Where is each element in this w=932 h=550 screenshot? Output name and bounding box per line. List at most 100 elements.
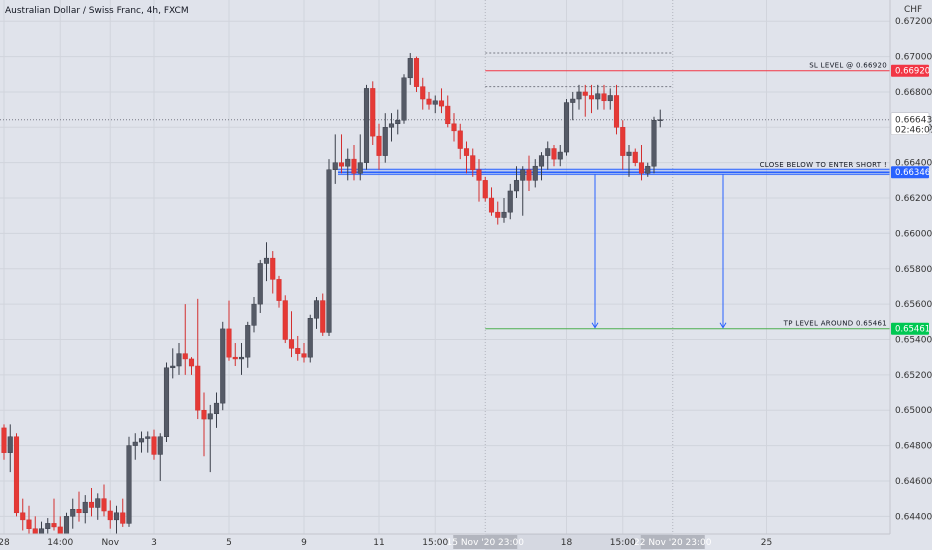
sl-price-tag[interactable]: 0.66920 [891,64,930,77]
candle[interactable] [501,198,507,223]
candle[interactable] [13,433,20,517]
candle[interactable] [570,91,576,121]
candle[interactable] [307,314,313,363]
tp-price-tag[interactable]: 0.65461 [891,322,930,335]
candle[interactable] [145,431,151,453]
candle[interactable] [345,148,351,181]
candle[interactable] [588,84,595,114]
candle[interactable] [70,498,76,529]
candle[interactable] [132,433,138,460]
candle[interactable] [276,275,282,308]
candle[interactable] [157,433,163,481]
candle[interactable] [232,343,238,367]
candle[interactable] [638,144,645,181]
candle[interactable] [288,311,295,358]
candle[interactable] [526,155,532,191]
candle[interactable] [557,144,563,167]
candle[interactable] [220,321,226,411]
candle[interactable] [257,259,263,313]
candle[interactable] [1,424,7,460]
candle[interactable] [376,123,382,170]
candle[interactable] [51,498,57,531]
candle[interactable] [238,343,245,375]
candle[interactable] [226,300,232,361]
candle[interactable] [195,298,201,420]
candle[interactable] [88,488,95,517]
candle[interactable] [382,113,388,163]
candle[interactable] [170,348,176,379]
candle[interactable] [201,392,207,457]
candle[interactable] [445,95,451,128]
candle[interactable] [520,166,526,216]
candle[interactable] [332,134,338,184]
candle[interactable] [388,113,395,142]
date-marker-tag[interactable]: 22 Nov '20 23:00 [634,535,712,549]
candle[interactable] [213,392,220,428]
candle[interactable] [532,159,538,188]
candle[interactable] [432,95,438,114]
candle[interactable] [476,159,482,202]
candle[interactable] [545,141,551,170]
candle[interactable] [576,84,582,110]
candle[interactable] [395,109,401,135]
candle[interactable] [438,88,445,114]
candle[interactable] [20,498,26,531]
candle[interactable] [45,518,51,534]
candle[interactable] [270,251,276,294]
candle[interactable] [632,148,638,167]
candle[interactable] [163,362,170,443]
candle[interactable] [451,113,457,142]
candle[interactable] [420,77,426,110]
candle[interactable] [595,84,601,110]
candle[interactable] [338,134,345,174]
candle[interactable] [151,429,157,460]
candle[interactable] [263,242,270,282]
candle[interactable] [207,404,213,473]
candle[interactable] [426,91,432,110]
candle[interactable] [607,88,613,110]
candle[interactable] [357,134,363,181]
candle[interactable] [301,343,307,363]
candle[interactable] [457,123,463,160]
candle[interactable] [645,162,651,177]
candle[interactable] [495,201,501,225]
candle[interactable] [538,152,545,181]
candle[interactable] [582,84,588,117]
candle[interactable] [563,99,570,156]
candle[interactable] [313,297,320,329]
candle[interactable] [326,159,332,336]
candle[interactable] [407,53,413,85]
candle[interactable] [176,343,182,375]
candle[interactable] [76,491,82,522]
candle[interactable] [482,176,488,202]
candle[interactable] [101,484,107,517]
candle[interactable] [513,166,520,199]
candle[interactable] [82,495,88,524]
candle[interactable] [413,56,420,92]
candle[interactable] [120,498,126,527]
candle[interactable] [507,183,513,220]
candle[interactable] [282,295,288,344]
candle[interactable] [657,109,663,128]
candle[interactable] [245,321,251,368]
candle[interactable] [107,500,113,529]
candle[interactable] [626,144,632,177]
candle[interactable] [370,81,376,145]
candle[interactable] [470,148,476,177]
candle[interactable] [7,424,13,473]
candle[interactable] [126,436,132,527]
candle[interactable] [601,84,607,110]
candle[interactable] [363,84,370,170]
candle[interactable] [113,505,120,534]
date-marker-tag[interactable]: 15 Nov '20 23:00 [447,535,525,549]
candle[interactable] [26,505,32,538]
candle[interactable] [188,357,195,375]
candle[interactable] [351,144,357,181]
candle[interactable] [551,144,557,167]
candle[interactable] [488,187,495,216]
candle[interactable] [651,116,657,174]
candle[interactable] [320,293,326,336]
